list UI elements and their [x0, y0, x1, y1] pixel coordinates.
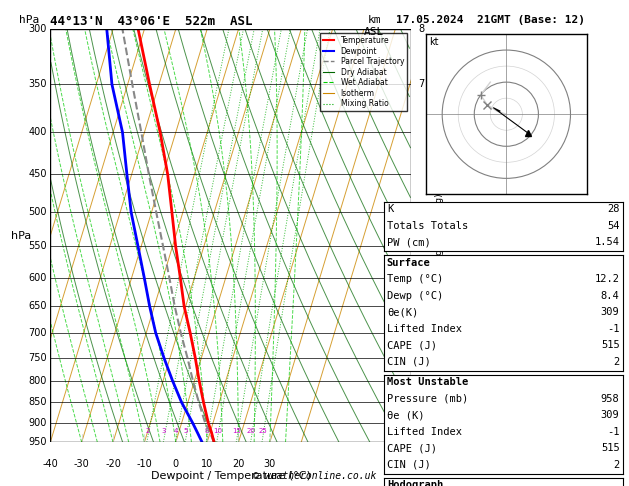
Text: km: km	[367, 15, 381, 25]
Text: Mixing Ratio (g/kg): Mixing Ratio (g/kg)	[435, 193, 444, 278]
Text: kt: kt	[430, 37, 439, 47]
Text: 550: 550	[28, 242, 47, 251]
Text: Most Unstable: Most Unstable	[387, 377, 468, 387]
Text: 20: 20	[247, 428, 255, 434]
Text: 5: 5	[418, 301, 425, 311]
Text: -30: -30	[74, 459, 89, 469]
Text: 900: 900	[28, 418, 47, 428]
Text: 2: 2	[145, 428, 150, 434]
Text: 20: 20	[232, 459, 245, 469]
Text: K: K	[387, 204, 393, 214]
Text: -10: -10	[136, 459, 152, 469]
Text: 10: 10	[213, 428, 222, 434]
Text: CAPE (J): CAPE (J)	[387, 340, 437, 350]
Text: 400: 400	[28, 127, 47, 137]
Text: 309: 309	[601, 307, 620, 317]
Text: Surface: Surface	[387, 258, 431, 268]
Text: 600: 600	[28, 273, 47, 282]
Text: 3: 3	[162, 428, 166, 434]
Text: 300: 300	[28, 24, 47, 34]
Text: Temp (°C): Temp (°C)	[387, 274, 443, 284]
Text: 850: 850	[28, 398, 47, 407]
Text: Pressure (mb): Pressure (mb)	[387, 394, 468, 404]
Text: 2: 2	[613, 460, 620, 470]
Text: 4: 4	[174, 428, 179, 434]
Text: 10: 10	[201, 459, 213, 469]
Text: 958: 958	[601, 394, 620, 404]
Text: CIN (J): CIN (J)	[387, 460, 431, 470]
Text: 750: 750	[28, 352, 47, 363]
Text: -1: -1	[607, 324, 620, 334]
Text: 450: 450	[28, 170, 47, 179]
Text: 1LCL: 1LCL	[418, 430, 438, 439]
Text: -40: -40	[42, 459, 58, 469]
Text: 6: 6	[418, 207, 425, 217]
Text: CIN (J): CIN (J)	[387, 357, 431, 367]
Text: -20: -20	[105, 459, 121, 469]
Text: 30: 30	[264, 459, 276, 469]
Text: 25: 25	[258, 428, 267, 434]
Text: θe(K): θe(K)	[387, 307, 418, 317]
Text: 515: 515	[601, 443, 620, 453]
Text: 54: 54	[607, 221, 620, 231]
Text: 17.05.2024  21GMT (Base: 12): 17.05.2024 21GMT (Base: 12)	[396, 15, 585, 25]
Text: 7: 7	[418, 79, 425, 89]
Text: 8: 8	[418, 24, 425, 34]
Text: ASL: ASL	[364, 27, 384, 37]
Text: © weatheronline.co.uk: © weatheronline.co.uk	[253, 471, 376, 481]
Text: θe (K): θe (K)	[387, 410, 425, 420]
Text: Hodograph: Hodograph	[387, 480, 443, 486]
Text: CAPE (J): CAPE (J)	[387, 443, 437, 453]
Text: 950: 950	[28, 437, 47, 447]
Text: 309: 309	[601, 410, 620, 420]
Text: 8: 8	[204, 428, 209, 434]
Legend: Temperature, Dewpoint, Parcel Trajectory, Dry Adiabat, Wet Adiabat, Isotherm, Mi: Temperature, Dewpoint, Parcel Trajectory…	[320, 33, 407, 111]
Text: 700: 700	[28, 328, 47, 338]
Text: hPa: hPa	[19, 15, 39, 25]
Text: hPa: hPa	[11, 231, 31, 241]
Text: Dewpoint / Temperature (°C): Dewpoint / Temperature (°C)	[151, 471, 311, 481]
Text: Totals Totals: Totals Totals	[387, 221, 468, 231]
Text: 28: 28	[607, 204, 620, 214]
Text: 650: 650	[28, 301, 47, 311]
Text: Lifted Index: Lifted Index	[387, 427, 462, 437]
Text: 0: 0	[173, 459, 179, 469]
Text: PW (cm): PW (cm)	[387, 237, 431, 247]
Text: Lifted Index: Lifted Index	[387, 324, 462, 334]
Text: 800: 800	[28, 376, 47, 386]
Text: 8.4: 8.4	[601, 291, 620, 301]
Text: -1: -1	[607, 427, 620, 437]
Text: 500: 500	[28, 207, 47, 217]
Text: 1.54: 1.54	[594, 237, 620, 247]
Text: 5: 5	[184, 428, 188, 434]
Text: 12.2: 12.2	[594, 274, 620, 284]
Text: 2: 2	[418, 398, 425, 407]
Text: 4: 4	[418, 328, 425, 338]
Text: 515: 515	[601, 340, 620, 350]
Text: 44°13'N  43°06'E  522m  ASL: 44°13'N 43°06'E 522m ASL	[50, 15, 253, 28]
Text: 2: 2	[613, 357, 620, 367]
Text: 15: 15	[233, 428, 242, 434]
Text: 350: 350	[28, 79, 47, 89]
Text: 3: 3	[418, 376, 425, 386]
Text: Dewp (°C): Dewp (°C)	[387, 291, 443, 301]
